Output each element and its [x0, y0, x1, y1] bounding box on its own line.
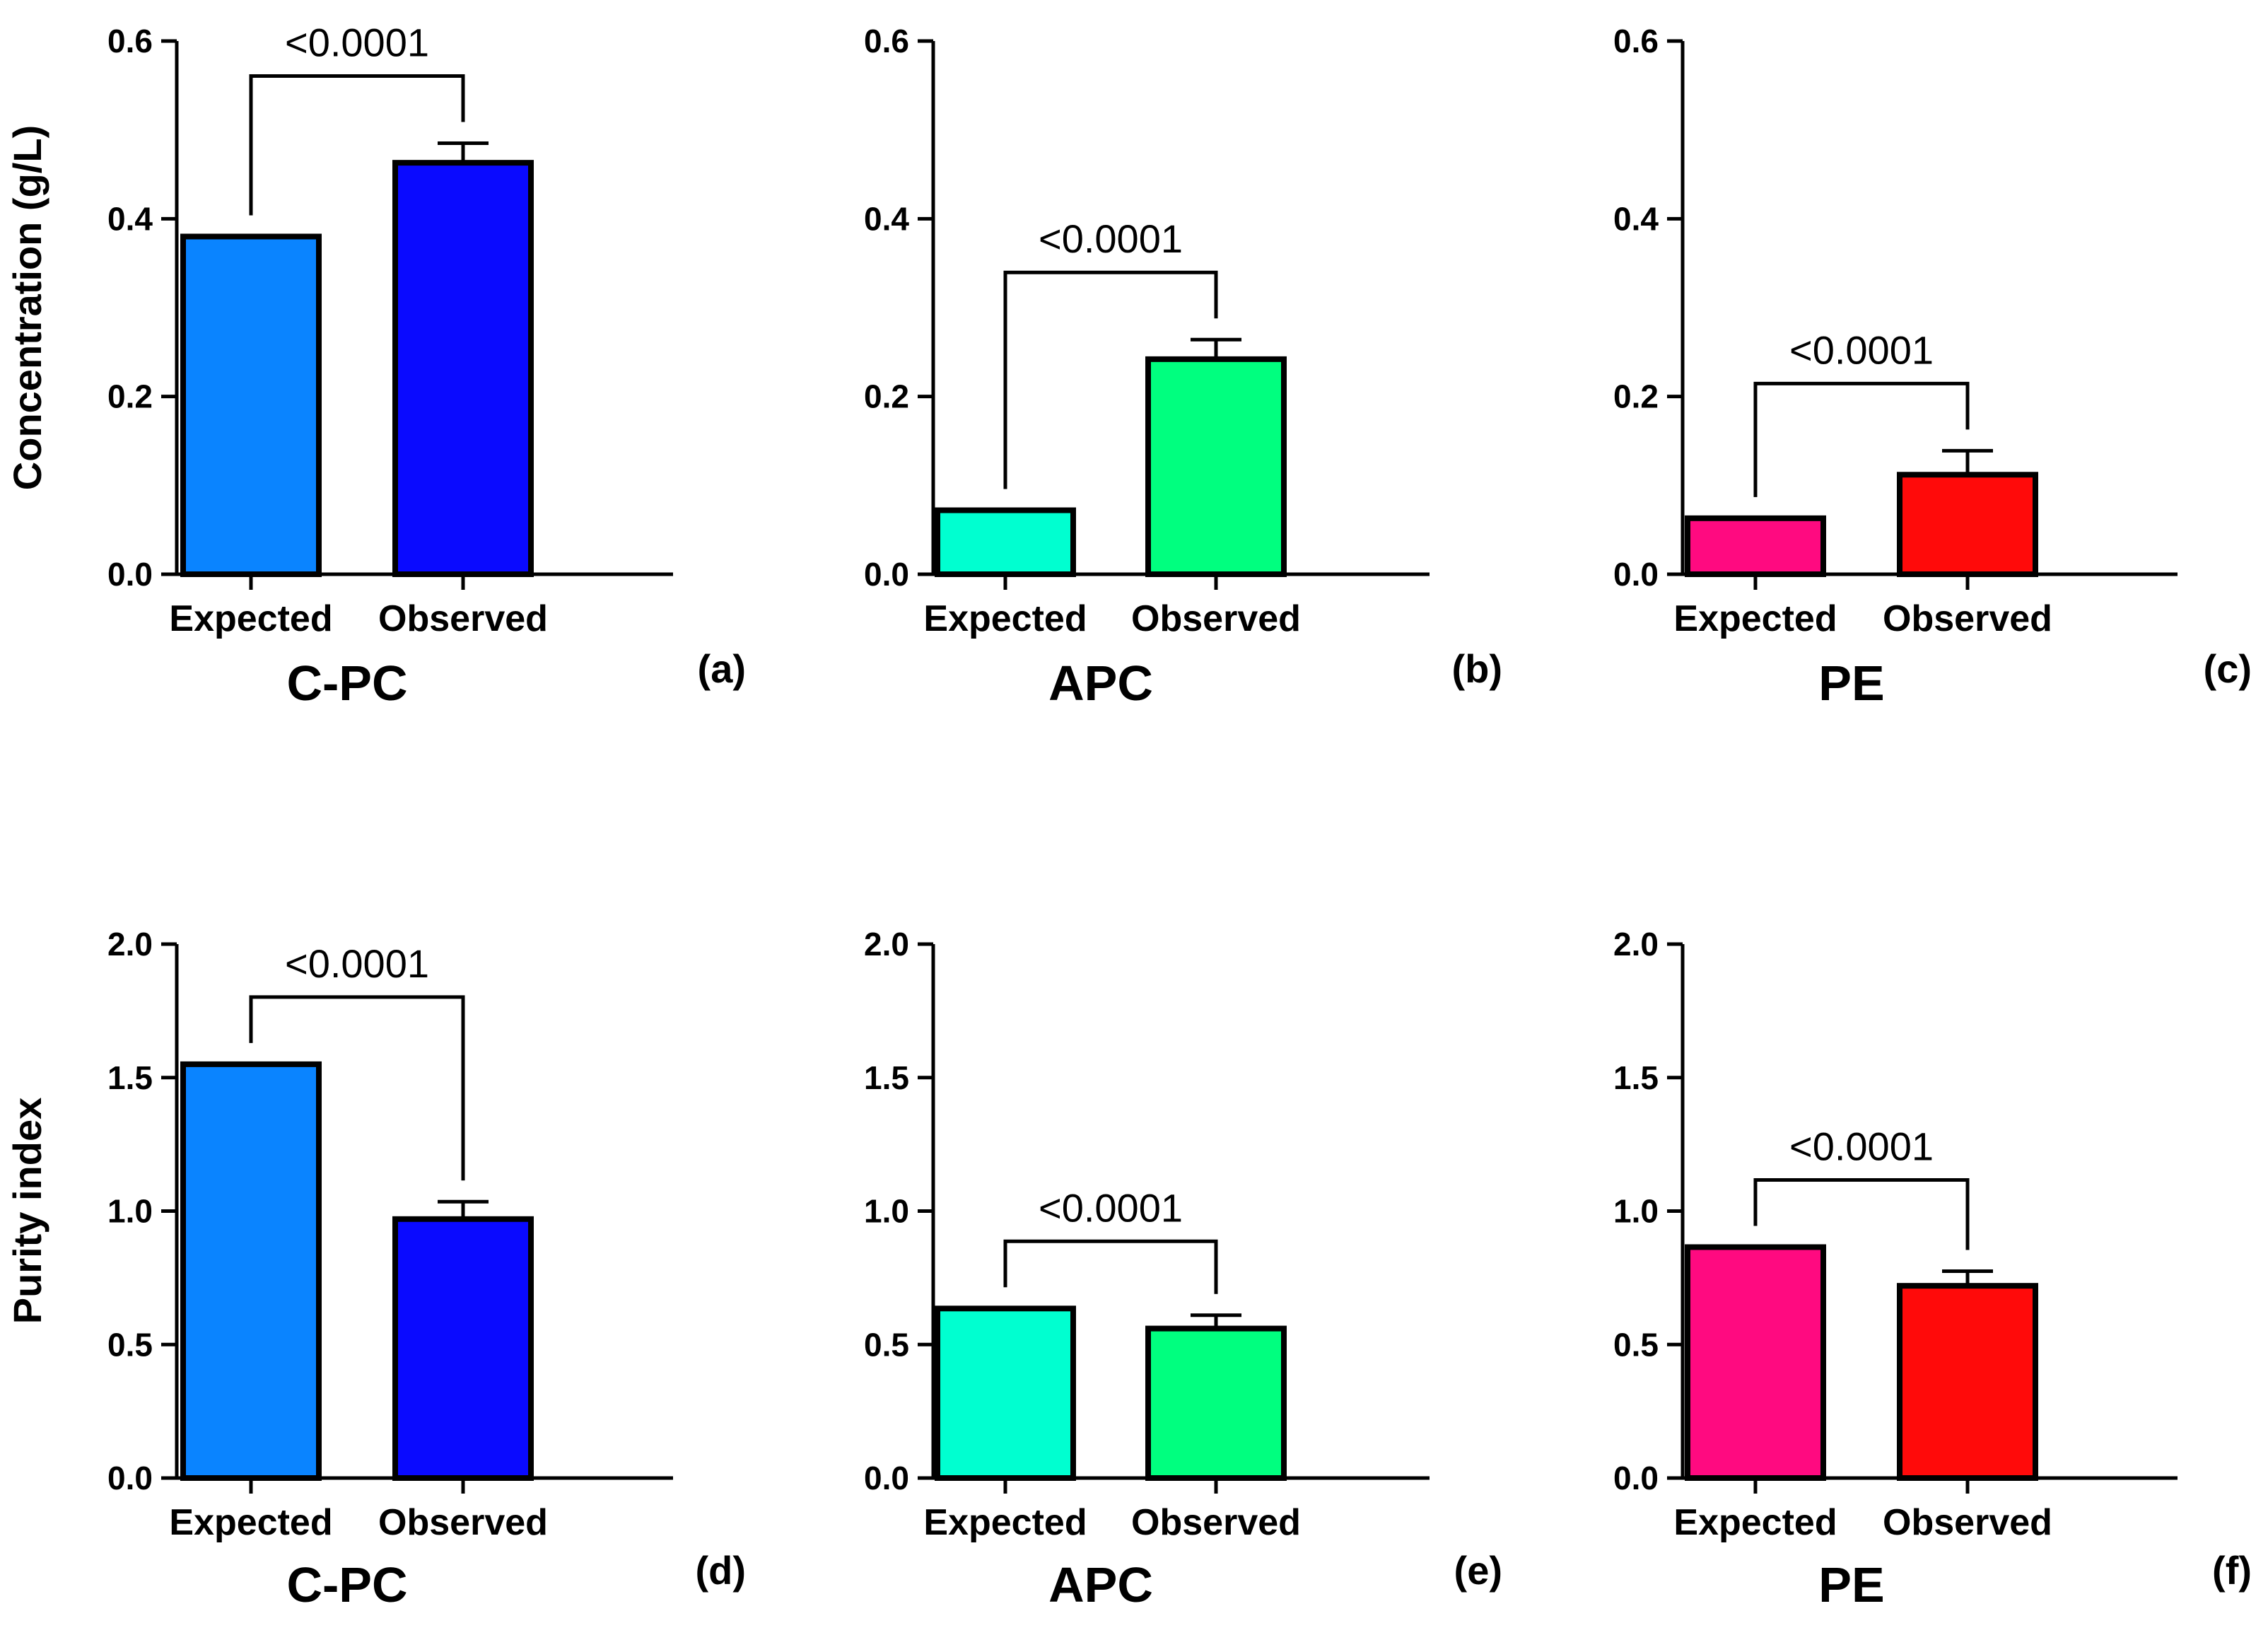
panel-label: (c)	[2204, 646, 2252, 691]
y-tick-label: 0.0	[107, 1460, 153, 1496]
panel-label: (e)	[1454, 1548, 1502, 1593]
y-tick-label: 0.0	[864, 556, 909, 593]
p-value-label: <0.0001	[1039, 216, 1183, 261]
y-tick-label: 1.5	[864, 1059, 909, 1096]
y-tick-label: 2.0	[107, 926, 153, 962]
y-tick-label: 2.0	[864, 926, 909, 962]
bar-expected	[180, 233, 322, 577]
x-tick-label: Observed	[1131, 1502, 1301, 1543]
y-tick-label: 0.5	[864, 1326, 909, 1363]
significance-bracket	[249, 995, 465, 1181]
p-value-label: <0.0001	[285, 21, 429, 65]
y-tick-label: 0.2	[864, 378, 909, 415]
y-tick-label: 2.0	[1613, 926, 1659, 962]
y-tick-label: 0.5	[1613, 1326, 1659, 1363]
bar-expected	[935, 1305, 1076, 1481]
significance-bracket	[1753, 1177, 1970, 1250]
p-value-label: <0.0001	[285, 941, 429, 986]
bar-observed	[392, 1216, 534, 1481]
panel-label: (a)	[698, 646, 746, 691]
bar-observed	[1897, 472, 2038, 578]
bar-observed	[392, 160, 534, 577]
bar-observed	[1145, 1325, 1287, 1481]
x-tick-label: Expected	[923, 598, 1087, 639]
x-tick-label: Expected	[169, 598, 332, 639]
panel-f: 0.0 0.5 1.0 1.5 2.0 Expected Observed <0.0001 PE…	[1613, 926, 2252, 1612]
y-tick-label: 0.0	[1613, 1460, 1659, 1496]
bar-observed	[1145, 356, 1287, 577]
panel-b: 0.0 0.2 0.4 0.6 Expected Observed <0.0001 APC (b…	[864, 23, 1502, 711]
y-tick-label: 0.6	[107, 23, 153, 59]
panel-label: (b)	[1451, 646, 1502, 691]
y-tick-label: 1.0	[107, 1193, 153, 1230]
panel-label: (d)	[695, 1548, 746, 1593]
y-tick-label: 0.0	[864, 1460, 909, 1496]
chart-title: APC	[1048, 656, 1153, 711]
p-value-label: <0.0001	[1789, 1124, 1934, 1168]
p-value-label: <0.0001	[1789, 327, 1934, 372]
x-tick-label: Observed	[1883, 1502, 2052, 1543]
panel-d: 0.0 0.5 1.0 1.5 2.0 Expected Observed <0.0001 C-…	[5, 926, 746, 1612]
chart-title: PE	[1818, 656, 1884, 711]
panel-e: 0.0 0.5 1.0 1.5 2.0 Expected Observed <0.0001 AP…	[864, 926, 1502, 1612]
y-tick-label: 0.4	[107, 200, 153, 237]
x-tick-label: Expected	[1673, 1502, 1837, 1543]
y-tick-label: 1.0	[864, 1193, 909, 1230]
chart-title: C-PC	[286, 1557, 407, 1612]
x-tick-label: Observed	[1131, 598, 1301, 639]
significance-bracket	[1753, 381, 1970, 497]
y-tick-label: 1.5	[1613, 1059, 1659, 1096]
y-tick-label: 1.5	[107, 1059, 153, 1096]
significance-bracket	[1003, 270, 1218, 489]
bar-expected	[1685, 515, 1826, 578]
y-tick-label: 0.6	[1613, 23, 1659, 59]
chart-title: APC	[1048, 1557, 1153, 1612]
y-tick-label: 0.5	[107, 1326, 153, 1363]
y-axis-label: Purity index	[5, 1098, 49, 1325]
x-tick-label: Expected	[169, 1502, 332, 1543]
chart-title: PE	[1818, 1557, 1884, 1612]
x-tick-label: Observed	[1883, 598, 2052, 639]
x-tick-label: Observed	[378, 598, 548, 639]
bar-observed	[1897, 1283, 2038, 1481]
y-tick-label: 0.4	[864, 200, 909, 237]
y-tick-label: 0.2	[107, 378, 153, 415]
y-tick-label: 0.0	[1613, 556, 1659, 593]
y-axis-label: Concentration (g/L)	[5, 125, 49, 490]
bar-expected	[935, 507, 1076, 578]
panel-a: 0.0 0.2 0.4 0.6 Expected Observed <0.0001 C-PC (…	[5, 21, 746, 711]
y-tick-label: 1.0	[1613, 1193, 1659, 1230]
y-tick-label: 0.6	[864, 23, 909, 59]
y-tick-label: 0.2	[1613, 378, 1659, 415]
bar-expected	[1685, 1244, 1826, 1482]
x-tick-label: Expected	[923, 1502, 1087, 1543]
bar-expected	[180, 1061, 322, 1481]
x-tick-label: Expected	[1673, 598, 1837, 639]
panel-label: (f)	[2212, 1548, 2252, 1593]
p-value-label: <0.0001	[1039, 1185, 1183, 1230]
chart-title: C-PC	[286, 656, 407, 711]
panel-c: 0.0 0.2 0.4 0.6 Expected Observed <0.0001 PE (c)	[1613, 23, 2252, 711]
significance-bracket	[249, 74, 465, 216]
y-tick-label: 0.4	[1613, 200, 1659, 237]
significance-bracket	[1003, 1239, 1218, 1294]
x-tick-label: Observed	[378, 1502, 548, 1543]
y-tick-label: 0.0	[107, 556, 153, 593]
